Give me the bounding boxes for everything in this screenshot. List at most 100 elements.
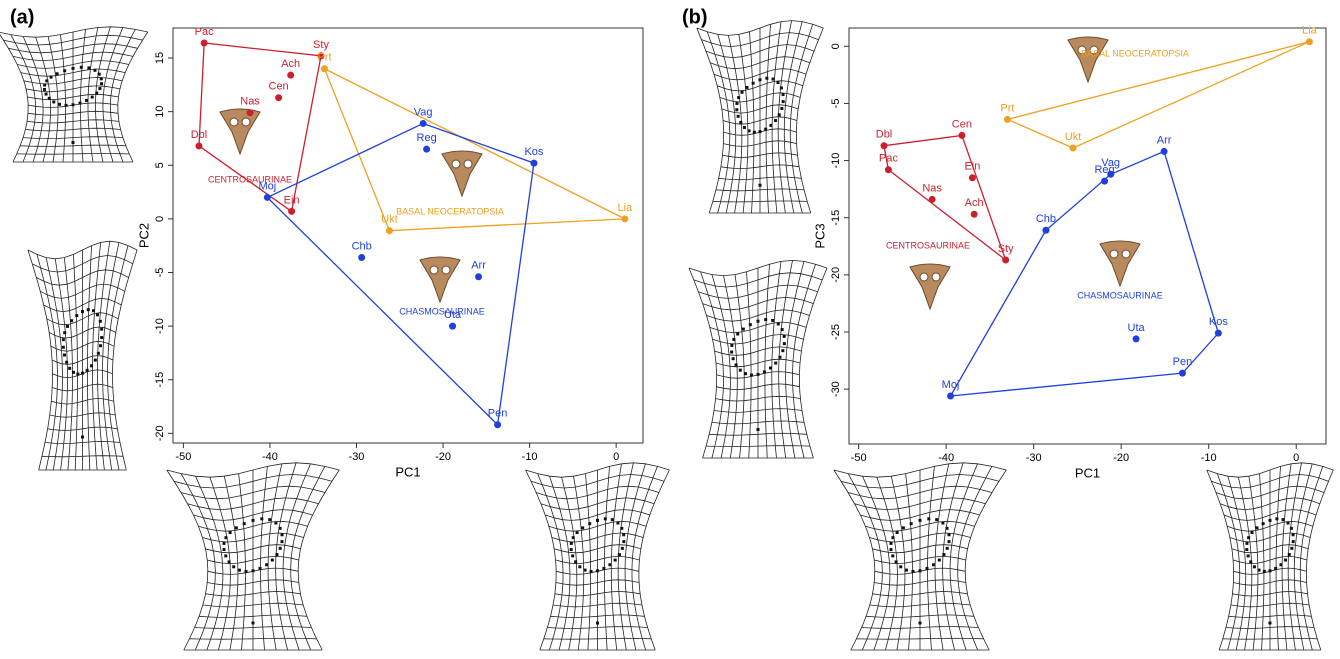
landmark [744, 372, 747, 375]
skull-icon [1122, 250, 1130, 258]
landmark [281, 533, 284, 536]
group-label: CENTROSAURINAE [886, 240, 970, 250]
landmark [596, 519, 599, 522]
skull-icon [1068, 37, 1108, 82]
landmark [890, 548, 893, 551]
landmark [578, 565, 581, 568]
landmark [280, 540, 283, 543]
data-point [929, 196, 936, 203]
landmark [782, 100, 785, 103]
data-point [881, 142, 888, 149]
point-label: Vag [414, 106, 433, 118]
landmark [783, 342, 786, 345]
grid-line [291, 466, 325, 650]
landmark [56, 72, 59, 75]
landmark [919, 569, 922, 572]
landmark [927, 517, 930, 520]
data-point [264, 194, 271, 201]
landmark [100, 77, 103, 80]
y-tick-label: 5 [154, 162, 166, 168]
landmark [72, 103, 75, 106]
landmark [742, 328, 745, 331]
skull-icon [910, 264, 950, 309]
landmark [43, 88, 46, 91]
group-label: CHASMOSAURINAE [1077, 290, 1163, 300]
landmark [891, 536, 894, 539]
landmark [1269, 569, 1272, 572]
landmark [238, 569, 241, 572]
landmark [891, 554, 894, 557]
landmark [43, 83, 46, 86]
landmark [78, 102, 81, 105]
x-tick-label: -40 [262, 451, 278, 463]
landmark [735, 102, 738, 105]
landmark [279, 547, 282, 550]
grid-line [0, 27, 148, 37]
data-point [1179, 370, 1186, 377]
landmark [81, 310, 84, 313]
landmark [774, 362, 777, 365]
landmark [76, 372, 79, 375]
landmark [620, 527, 623, 530]
grid-line [189, 638, 316, 639]
landmark [776, 81, 779, 84]
data-point [420, 120, 427, 127]
y-tick-label: -10 [830, 153, 842, 169]
point-label: Dbl [876, 129, 893, 141]
data-point [885, 166, 892, 173]
landmark [919, 519, 922, 522]
landmark [1269, 622, 1272, 625]
point-label: Uta [1128, 322, 1146, 334]
landmark [941, 522, 944, 525]
landmark [902, 526, 905, 529]
landmark [72, 67, 75, 70]
landmark [62, 346, 65, 349]
grid-line [632, 466, 657, 650]
chart: (a)-50-40-30-20-100-20-15-10-5051015PC1P… [10, 6, 643, 479]
landmark [910, 522, 913, 525]
data-point [275, 94, 282, 101]
x-tick-label: 0 [613, 451, 619, 463]
landmark [783, 335, 786, 338]
landmark [1262, 522, 1265, 525]
grid-line [965, 470, 1006, 650]
landmark [75, 314, 78, 317]
point-label: Arr [1157, 134, 1172, 146]
landmark [935, 518, 938, 521]
skull-icon [920, 273, 928, 281]
landmark [739, 121, 742, 124]
landmark [778, 356, 781, 359]
grid-line [37, 254, 58, 470]
landmark [268, 518, 271, 521]
landmark [590, 570, 593, 573]
landmark [780, 86, 783, 89]
x-axis-title: PC1 [1075, 465, 1100, 480]
grid-line [713, 201, 808, 202]
landmark [781, 328, 784, 331]
landmark [946, 527, 949, 530]
point-label: Ach [281, 58, 300, 70]
landmark [750, 374, 753, 377]
x-tick-label: -30 [349, 451, 365, 463]
data-point [358, 254, 365, 261]
landmark [911, 570, 914, 573]
landmark [602, 567, 605, 570]
landmark [62, 338, 65, 341]
deformation-grid [689, 260, 827, 458]
landmark [588, 522, 591, 525]
landmark [757, 428, 760, 431]
landmark [63, 331, 66, 334]
landmark [275, 553, 278, 556]
landmark [757, 373, 760, 376]
data-point [494, 421, 501, 428]
landmark [759, 130, 762, 133]
landmark [1249, 560, 1252, 563]
deformation-grid [1207, 463, 1334, 650]
landmark [946, 547, 949, 550]
point-label: Prt [1000, 102, 1014, 114]
landmark [100, 328, 103, 331]
landmark [58, 103, 61, 106]
y-tick-label: -15 [830, 210, 842, 226]
landmark [99, 320, 102, 323]
grid-line [958, 466, 992, 650]
